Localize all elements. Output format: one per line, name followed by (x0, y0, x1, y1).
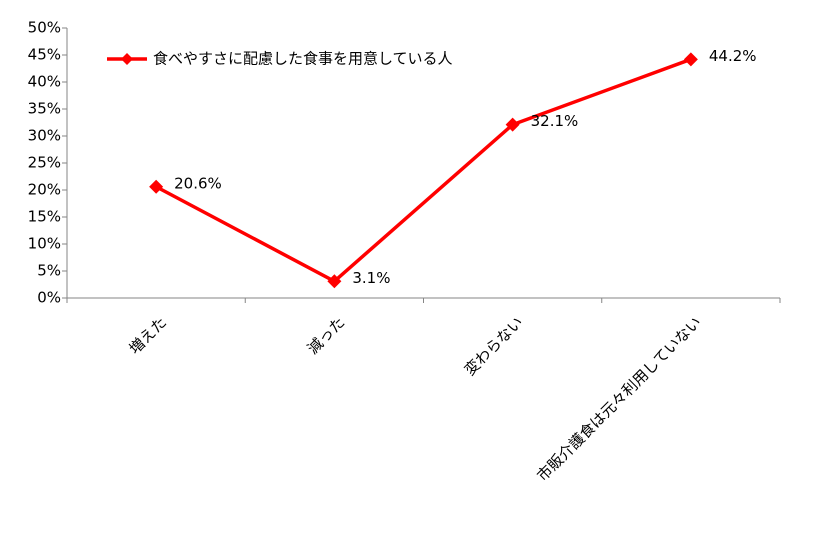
data-label: 20.6% (174, 174, 222, 192)
data-label: 3.1% (352, 269, 390, 287)
y-tick-label: 35% (28, 100, 61, 118)
x-tick-label: 市販介護食は元々利用していない (533, 313, 705, 485)
x-tick-label: 減った (304, 313, 349, 358)
y-tick-label: 0% (37, 289, 61, 307)
legend-label: 食べやすさに配慮した食事を用意している人 (153, 50, 453, 68)
y-tick-label: 15% (28, 208, 61, 226)
y-tick-label: 20% (28, 181, 61, 199)
y-tick-label: 30% (28, 127, 61, 145)
y-tick-label: 25% (28, 154, 61, 172)
series-line (155, 57, 692, 284)
y-tick-label: 40% (28, 73, 61, 91)
point-marker (327, 274, 342, 289)
data-label: 32.1% (531, 112, 579, 130)
y-tick-label: 50% (28, 19, 61, 37)
y-tick-label: 10% (28, 235, 61, 253)
point-marker (149, 179, 164, 194)
point-marker (505, 117, 520, 132)
x-tick-label: 増えた (126, 313, 171, 358)
y-tick-label: 5% (37, 262, 61, 280)
y-tick-label: 45% (28, 46, 61, 64)
x-tick-label: 変わらない (461, 313, 527, 379)
data-label: 44.2% (709, 47, 757, 65)
point-marker (683, 52, 698, 67)
legend-marker (121, 53, 133, 65)
